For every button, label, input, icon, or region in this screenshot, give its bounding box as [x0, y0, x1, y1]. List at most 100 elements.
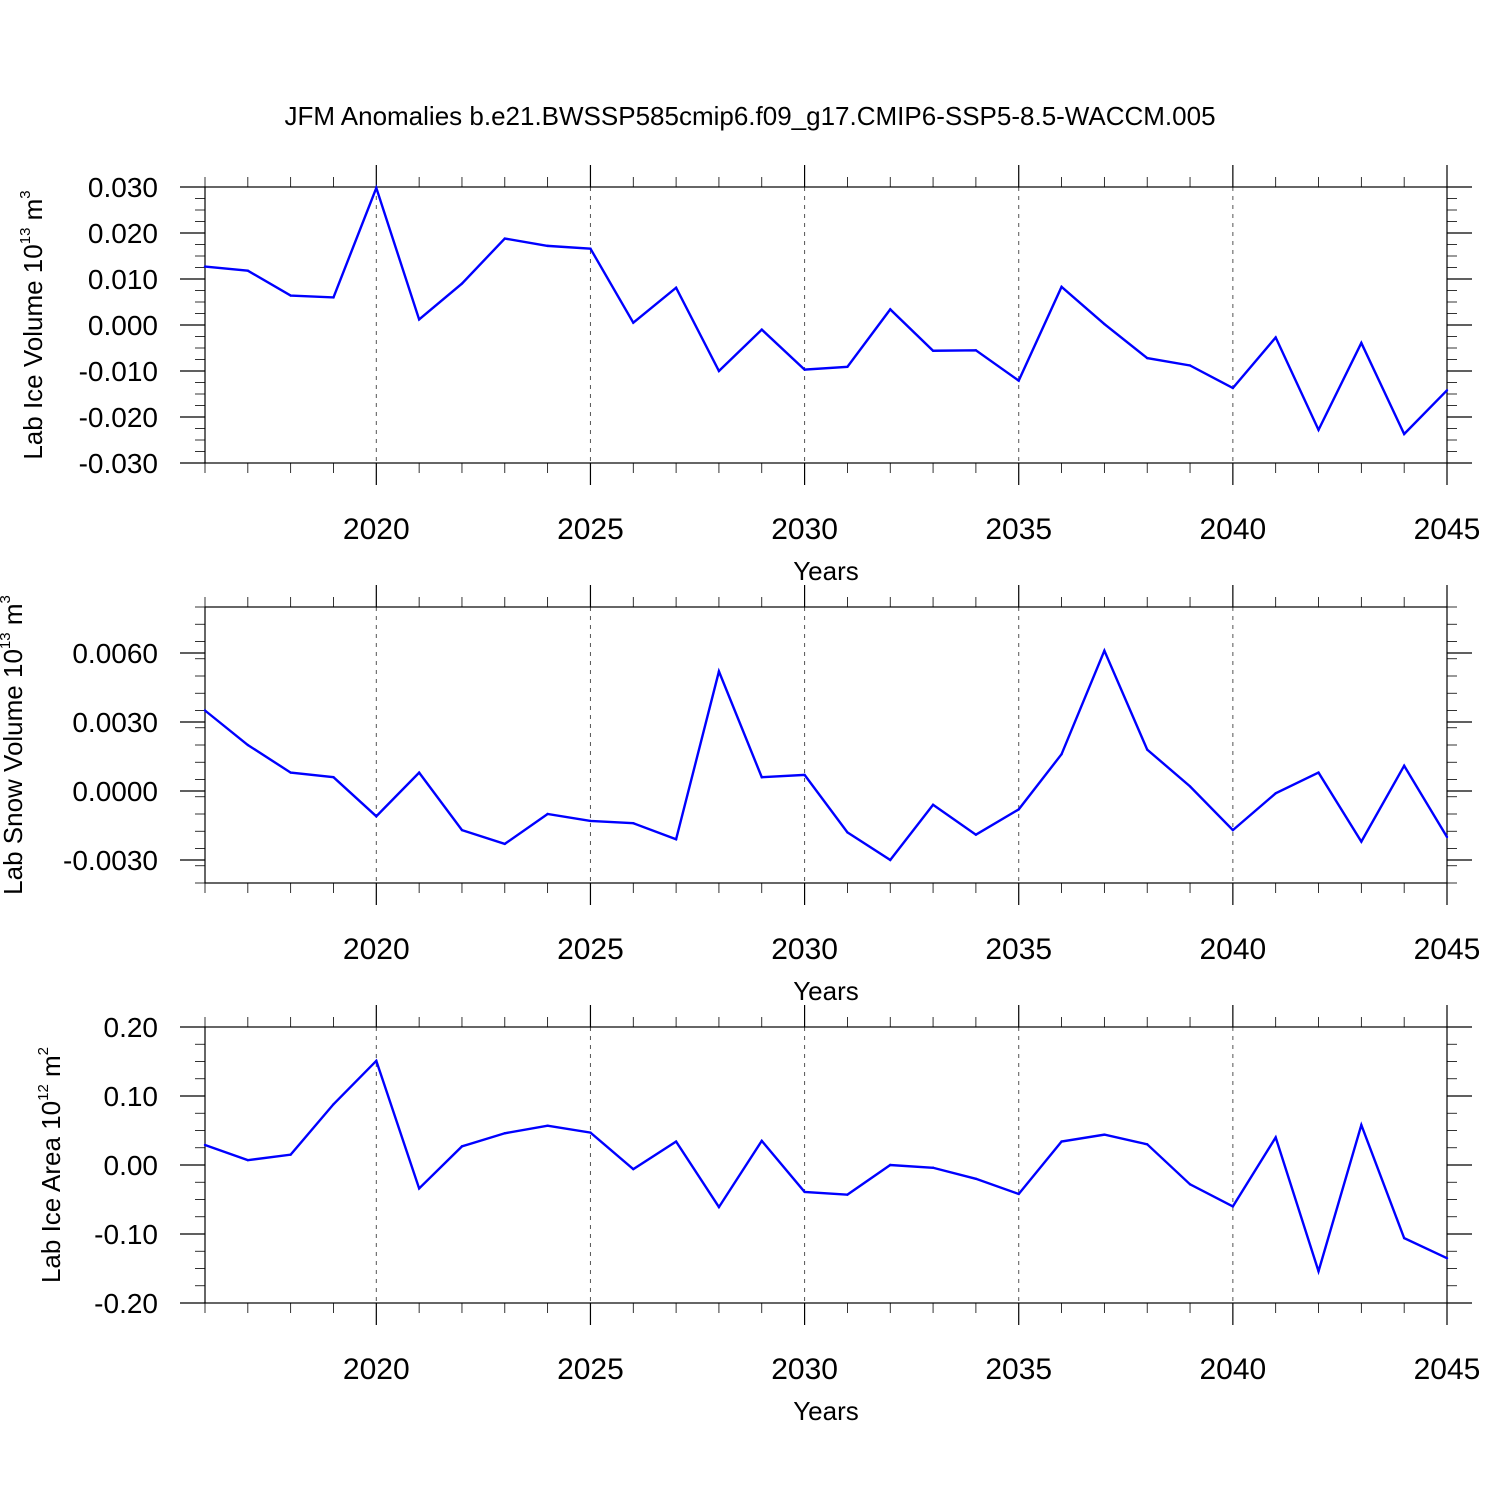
data-point — [931, 803, 935, 806]
x-tick-label: 2045 — [1414, 513, 1481, 546]
data-point — [289, 294, 292, 297]
x-tick-label: 2035 — [985, 1353, 1052, 1386]
data-point — [1231, 828, 1235, 832]
data-point — [1360, 1123, 1363, 1127]
data-point — [1017, 808, 1020, 811]
data-point — [1445, 389, 1449, 392]
data-point — [974, 833, 978, 836]
x-tick-label: 2030 — [771, 513, 838, 546]
data-point — [203, 1143, 207, 1147]
y-axis-label: Lab Ice Volume 1013 m3 — [17, 190, 48, 459]
data-point — [803, 773, 806, 777]
data-point — [1017, 1192, 1020, 1196]
data-point — [1188, 1183, 1192, 1186]
data-point — [589, 1131, 592, 1134]
data-point — [460, 828, 464, 832]
data-point — [289, 771, 292, 774]
x-tick-label: 2030 — [771, 933, 838, 966]
data-point — [632, 822, 635, 825]
plot-frame — [204, 1026, 1448, 1304]
data-point — [1146, 748, 1149, 751]
plot-frame — [204, 186, 1448, 464]
data-point — [846, 831, 849, 834]
data-point — [246, 743, 250, 747]
data-point — [760, 328, 763, 331]
data-point — [546, 1124, 549, 1127]
data-point — [1017, 379, 1020, 382]
data-point — [1060, 1140, 1063, 1143]
data-point — [375, 815, 378, 818]
data-point — [289, 1153, 292, 1156]
data-point — [1103, 649, 1106, 652]
data-point — [332, 1103, 335, 1106]
data-point — [589, 819, 592, 823]
data-point — [246, 1158, 250, 1162]
data-point — [717, 670, 721, 673]
data-point — [974, 1177, 978, 1181]
x-tick-label: 2040 — [1199, 933, 1266, 966]
data-point — [717, 1205, 721, 1209]
y-tick-label: 0.10 — [104, 1081, 159, 1112]
data-point — [546, 812, 549, 816]
data-point — [1445, 1256, 1449, 1260]
y-tick-label: -0.010 — [79, 356, 158, 387]
y-tick-label: 0.0060 — [72, 638, 158, 669]
x-tick-label: 2045 — [1414, 933, 1481, 966]
panel-ice-area: 0.20 0.10 0.00 -0.10 -0.20 2020 2025 2030 2035 20… — [35, 1005, 1480, 1426]
x-tick-label: 2030 — [771, 1353, 838, 1386]
data-point — [1103, 1133, 1106, 1136]
panel-snow-volume: 0.0060 0.0030 0.0000 -0.0030 2020 2025 2030 203… — [0, 585, 1480, 1006]
series-line — [204, 184, 1448, 437]
data-point — [1188, 785, 1192, 788]
y-tick-label: 0.010 — [88, 264, 158, 295]
data-point — [1317, 771, 1320, 774]
data-point — [417, 771, 421, 774]
data-point — [246, 269, 250, 272]
data-point — [1317, 428, 1320, 432]
data-point — [974, 349, 978, 352]
data-point — [1402, 1236, 1406, 1240]
data-point — [931, 1166, 935, 1169]
series-line — [204, 1058, 1448, 1276]
data-point — [1445, 835, 1449, 839]
data-point — [203, 709, 207, 712]
y-tick-label: -0.0030 — [63, 845, 158, 876]
panel-ice-volume: 0.030 0.020 0.010 0.000 -0.010 -0.020 -0.030 20… — [17, 165, 1480, 586]
data-point — [203, 265, 207, 268]
data-point — [1274, 792, 1277, 795]
data-point — [1146, 356, 1149, 360]
data-point — [1360, 341, 1363, 345]
data-point — [1231, 386, 1235, 390]
data-point — [1188, 364, 1192, 367]
data-point — [589, 247, 592, 250]
data-point — [1317, 1270, 1320, 1273]
data-point — [1146, 1143, 1149, 1146]
data-point — [1060, 753, 1063, 756]
data-point — [632, 321, 635, 324]
y-tick-label: -0.030 — [79, 448, 158, 479]
data-point — [803, 368, 806, 371]
data-point — [375, 186, 378, 190]
data-point — [1402, 764, 1406, 767]
data-point — [674, 838, 678, 841]
y-tick-label: 0.0000 — [72, 776, 158, 807]
x-tick-label: 2045 — [1414, 1353, 1481, 1386]
data-point — [1360, 840, 1363, 843]
data-point — [889, 1163, 892, 1167]
data-point — [460, 282, 464, 285]
x-tick-label: 2020 — [343, 933, 410, 966]
y-axis-label: Lab Ice Area 1012 m2 — [35, 1047, 66, 1283]
data-point — [417, 1187, 421, 1190]
x-tick-label: 2020 — [343, 1353, 410, 1386]
data-point — [417, 318, 421, 321]
y-tick-label: 0.0030 — [72, 707, 158, 738]
data-point — [503, 237, 506, 240]
y-tick-label: 0.030 — [88, 172, 158, 203]
x-tick-label: 2035 — [985, 513, 1052, 546]
x-tick-label: 2020 — [343, 513, 410, 546]
plot-frame — [204, 606, 1448, 884]
data-point — [760, 1139, 763, 1143]
y-tick-label: -0.20 — [94, 1288, 158, 1319]
data-point — [846, 365, 849, 369]
